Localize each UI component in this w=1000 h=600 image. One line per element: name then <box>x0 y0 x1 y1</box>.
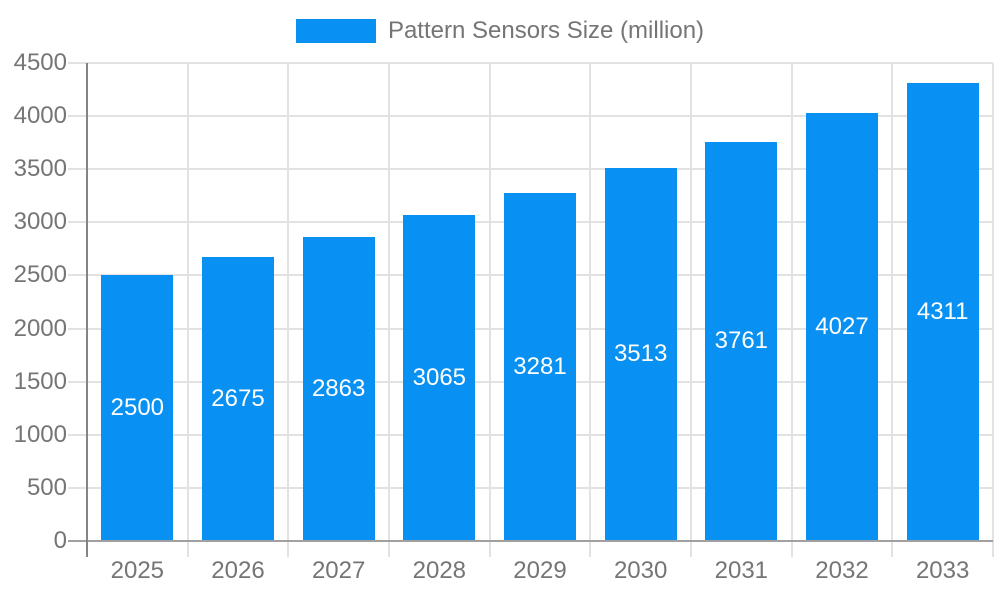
y-tick-label: 4500 <box>13 49 67 76</box>
x-tick-label: 2029 <box>513 557 567 584</box>
y-tick-label: 1000 <box>13 420 67 448</box>
x-gridline <box>186 63 189 557</box>
x-gridline <box>287 63 290 557</box>
bar-value-label: 3065 <box>412 364 467 392</box>
x-gridline <box>388 63 390 557</box>
bar: 4311 <box>906 83 979 541</box>
x-tick-label: 2025 <box>110 557 165 584</box>
legend-label: Pattern Sensors Size (million) <box>387 17 705 44</box>
y-tick-label: 3500 <box>13 155 67 183</box>
y-gridline <box>68 168 993 171</box>
plot-area: 2500 2675 2863 3065 3281 3513 3761 4027 4311 <box>68 62 994 557</box>
y-axis-labels: 0 500 1000 1500 2000 2500 3000 3500 4000 4500 <box>0 49 67 554</box>
y-tick-label: 2000 <box>13 314 67 342</box>
x-tick-label: 2028 <box>412 557 467 584</box>
bar: 3065 <box>403 215 476 541</box>
bar-value-label: 2863 <box>311 374 366 402</box>
bar-value-label: 3761 <box>714 327 769 355</box>
bar: 2500 <box>101 275 174 541</box>
x-tick-label: 2030 <box>613 557 668 584</box>
y-tick-label: 500 <box>26 473 67 501</box>
bar-value-label: 3513 <box>613 340 668 368</box>
x-tick-label: 2026 <box>211 557 265 584</box>
legend-swatch-icon <box>295 19 376 43</box>
x-gridline <box>690 63 692 557</box>
y-tick-label: 2500 <box>13 261 67 289</box>
x-gridline <box>891 63 894 557</box>
bar-value-label: 2500 <box>110 394 165 422</box>
x-gridline <box>589 63 592 557</box>
y-axis-line <box>86 63 88 557</box>
x-tick-label: 2027 <box>311 557 366 584</box>
bar: 3281 <box>504 192 576 541</box>
bar: 4027 <box>806 113 878 541</box>
x-axis-labels: 2025 2026 2027 2028 2029 2030 2031 2032 2033 <box>87 556 993 586</box>
bar: 3513 <box>604 167 677 541</box>
x-axis-line <box>68 540 993 542</box>
x-tick-label: 2033 <box>915 557 970 584</box>
bar-value-label: 3281 <box>513 352 567 380</box>
y-tick-label: 4000 <box>13 102 67 130</box>
y-gridline <box>68 115 993 118</box>
x-gridline <box>790 63 793 557</box>
bar: 2863 <box>302 236 375 541</box>
y-tick-label: 3000 <box>13 208 67 236</box>
bar-value-label: 4027 <box>815 313 869 341</box>
legend: Pattern Sensors Size (million) <box>0 17 1000 45</box>
bar: 3761 <box>705 141 778 541</box>
y-gridline <box>68 62 993 64</box>
x-tick-label: 2031 <box>714 557 769 584</box>
bar-value-label: 4311 <box>916 298 969 326</box>
bar: 2675 <box>202 256 274 541</box>
bar-value-label: 2675 <box>211 384 265 412</box>
x-gridline <box>992 63 994 557</box>
x-tick-label: 2032 <box>815 557 869 584</box>
y-tick-label: 0 <box>53 527 67 554</box>
y-tick-label: 1500 <box>13 367 67 395</box>
x-gridline <box>488 63 491 557</box>
